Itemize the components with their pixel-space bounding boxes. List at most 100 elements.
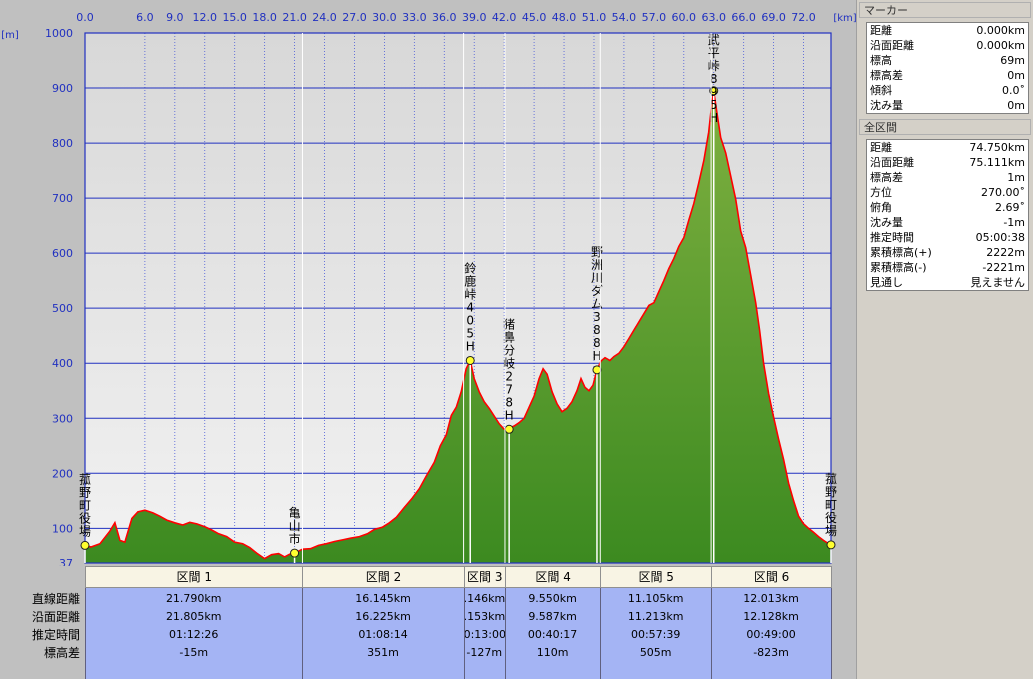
x-tick-label: 0.0 — [76, 11, 94, 24]
info-row: 累積標高(+) 2222m — [867, 245, 1028, 260]
y-tick-label: 500 — [52, 302, 73, 315]
info-value: 05:00:38 — [975, 231, 1025, 244]
info-label: 沿面距離 — [870, 156, 914, 169]
y-tick-label: 700 — [52, 192, 73, 205]
waypoint-marker — [592, 365, 602, 375]
y-tick-label: 300 — [52, 412, 73, 425]
section-value: 00:40:17 — [527, 628, 578, 641]
info-label: 沿面距離 — [870, 39, 914, 52]
x-tick-label: 51.0 — [582, 11, 607, 24]
info-value: 1m — [1007, 171, 1025, 184]
row-label: 沿面距離 — [31, 610, 80, 624]
info-sidebar: マーカー 距離 0.000km 沿面距離 0.000km 標高 69m 標高差 0m 傾斜 0.0… — [856, 0, 1033, 679]
section-column-divider — [85, 588, 86, 679]
section-header: 区間 3 — [463, 566, 506, 588]
info-value: 0m — [1007, 99, 1025, 112]
marker-info-box: 距離 0.000km 沿面距離 0.000km 標高 69m 標高差 0m 傾斜 0.0˚ 沈み量 0… — [866, 22, 1029, 114]
info-row: 沿面距離 75.111km — [867, 155, 1028, 170]
info-row: 距離 74.750km — [867, 140, 1028, 155]
section-column-divider — [504, 588, 506, 679]
info-label: 傾斜 — [870, 84, 892, 97]
x-unit-label: [km] — [833, 13, 856, 24]
section-value: 11.213km — [627, 610, 684, 623]
section-header: 区間 2 — [302, 566, 465, 588]
section-value: .153km — [463, 610, 505, 623]
info-label: 標高差 — [870, 69, 903, 82]
section-value: -15m — [179, 646, 209, 659]
section-value: 505m — [639, 646, 672, 659]
y-tick-label: 200 — [52, 467, 73, 480]
info-row: 方位 270.00˚ — [867, 185, 1028, 200]
x-tick-label: 9.0 — [166, 11, 184, 24]
info-label: 沈み量 — [870, 99, 903, 112]
section-value: 9.550km — [528, 592, 577, 605]
section-value: 9.587km — [528, 610, 577, 623]
info-label: 距離 — [870, 141, 892, 154]
waypoint-marker — [80, 540, 90, 550]
row-label: 標高差 — [43, 646, 80, 660]
section-column-divider — [711, 588, 713, 679]
waypoint-label: 菰野町役場 — [79, 472, 91, 538]
section-value: 00:57:39 — [630, 628, 681, 641]
x-tick-label: 48.0 — [552, 11, 577, 24]
section-value: -127m — [466, 646, 503, 659]
waypoint-marker — [826, 540, 836, 550]
section-value: 16.145km — [355, 592, 411, 605]
section-value: 0:13:00 — [463, 628, 505, 641]
section-column-divider — [463, 588, 465, 679]
x-tick-label: 39.0 — [462, 11, 487, 24]
info-label: 見通し — [870, 276, 903, 289]
info-value: 0.0˚ — [1002, 84, 1025, 97]
x-tick-label: 6.0 — [136, 11, 154, 24]
info-value: 2222m — [986, 246, 1025, 259]
section-value: 110m — [536, 646, 569, 659]
waypoint-marker — [465, 355, 475, 365]
info-row: 標高差 1m — [867, 170, 1028, 185]
section-column-divider — [302, 588, 304, 679]
section-value: 11.105km — [627, 592, 684, 605]
section-header: 区間 1 — [85, 566, 304, 588]
x-tick-label: 57.0 — [642, 11, 667, 24]
x-tick-label: 21.0 — [282, 11, 307, 24]
total-info-box: 距離 74.750km 沿面距離 75.111km 標高差 1m 方位 270.00˚ 俯角 2.… — [866, 139, 1029, 291]
section-header: 区間 5 — [600, 566, 713, 588]
row-label: 直線距離 — [31, 592, 80, 606]
info-row: 距離 0.000km — [867, 23, 1028, 38]
section-value: 01:12:26 — [169, 628, 219, 641]
section-value: 351m — [367, 646, 399, 659]
y-tick-label: 100 — [52, 522, 73, 535]
info-value: 75.111km — [969, 156, 1025, 169]
section-value: 21.805km — [165, 610, 222, 623]
info-row: 累積標高(-) -2221m — [867, 260, 1028, 275]
info-value: 0.000km — [976, 24, 1025, 37]
info-row: 俯角 2.69˚ — [867, 200, 1028, 215]
y-tick-label: 1000 — [45, 27, 73, 40]
section-value: .146km — [463, 592, 505, 605]
x-tick-label: 24.0 — [312, 11, 337, 24]
x-tick-label: 33.0 — [402, 11, 427, 24]
info-label: 標高 — [870, 54, 892, 67]
y-tick-label: 400 — [52, 357, 73, 370]
section-value: 21.790km — [165, 592, 222, 605]
info-row: 標高 69m — [867, 53, 1028, 68]
plot-border — [84, 32, 832, 564]
section-header: 区間 4 — [504, 566, 602, 588]
info-value: 270.00˚ — [981, 186, 1025, 199]
y-tick-label: 900 — [52, 82, 73, 95]
section-value: 12.013km — [743, 592, 799, 605]
x-tick-label: 30.0 — [372, 11, 397, 24]
x-tick-label: 45.0 — [522, 11, 547, 24]
waypoint-label: 亀山市 — [289, 506, 301, 546]
section-value: -823m — [753, 646, 789, 659]
info-label: 方位 — [870, 186, 892, 199]
section-column-divider — [600, 588, 602, 679]
elevation-profile-chart[interactable]: 0.0 6.0 9.0 12.0 15.0 18.0 21.0 24.0 27.0 30.0 33.… — [0, 0, 856, 566]
x-tick-label: 42.0 — [492, 11, 517, 24]
x-tick-label: 27.0 — [342, 11, 367, 24]
section-value: 16.225km — [355, 610, 411, 623]
x-tick-label: 36.0 — [432, 11, 457, 24]
total-panel-title: 全区間 — [859, 119, 1031, 135]
info-row: 沿面距離 0.000km — [867, 38, 1028, 53]
marker-panel-title: マーカー — [859, 2, 1031, 18]
info-row: 沈み量 0m — [867, 98, 1028, 113]
